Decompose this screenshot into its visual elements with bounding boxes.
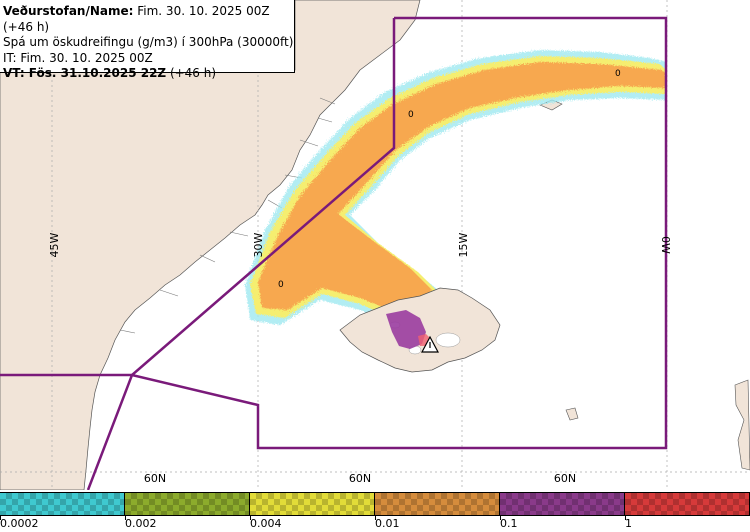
lon-label-0w: 0W [659,236,672,254]
faroe-islands [565,407,579,421]
legend-tick-1 [125,516,126,520]
lat-label-60n-3: 60N [554,472,576,485]
ash-purple-core [386,310,426,349]
issuer-label: Veðurstofan/Name: [3,4,134,18]
warning-triangle-icon [421,335,439,353]
legend-swatch-4 [500,493,625,515]
info-line-3: IT: Fim. 30. 10. 2025 00Z [3,50,153,65]
legend-label-5: 1 [625,517,632,530]
fjord-lines [119,97,336,334]
forecast-info-box: Veðurstofan/Name: Fim. 30. 10. 2025 00Z … [0,0,295,80]
legend-label-3: 0.01 [375,517,400,530]
legend-swatch-5 [625,493,750,515]
greenland-landmass [0,0,421,490]
legend-swatch-0 [0,493,125,515]
legend-tick-2 [250,516,251,520]
contour-label-2: 0 [408,110,414,120]
legend-swatch-1 [125,493,250,515]
norway-coast [734,379,750,471]
legend-label-1: 0.002 [125,517,157,530]
legend-labels: 0.0002 0.002 0.004 0.01 0.1 1 [0,516,750,532]
lon-label-15w: 15W [457,232,470,257]
lon-label-45w: 45W [48,232,61,257]
info-line-2: Spá um öskudreifingu (g/m3) í 300hPa (30… [3,35,294,49]
contour-label-1: 0 [278,280,284,290]
valid-time-label: VT: Fös. 31.10.2025 22Z [3,66,167,80]
legend-tick-4 [500,516,501,520]
legend-label-0: 0.0002 [0,517,39,530]
issue-time: Fim. 30. 10. 2025 00Z (+46 h) [3,4,270,34]
map-canvas: 45W 30W 15W 0W 60N 60N 60N 0 0 0 [0,0,750,490]
legend-swatch-2 [250,493,375,515]
legend-swatch-3 [375,493,500,515]
legend-tick-5 [625,516,626,520]
legend-label-2: 0.004 [250,517,282,530]
legend-label-4: 0.1 [500,517,518,530]
contour-label-3: 0 [615,69,621,79]
fir-boundaries [0,16,668,490]
info-line-4: VT: Fös. 31.10.2025 22Z (+46 h) [3,66,294,82]
lon-label-30w: 30W [252,232,265,257]
legend-bar [0,492,750,516]
legend-tick-0 [0,516,1,520]
lat-label-60n-2: 60N [349,472,371,485]
legend-tick-3 [375,516,376,520]
lat-label-60n-1: 60N [144,472,166,485]
color-legend: 0.0002 0.002 0.004 0.01 0.1 1 [0,490,750,532]
info-line-1: Veðurstofan/Name: Fim. 30. 10. 2025 00Z … [3,4,294,35]
valid-time-offset: (+46 h) [166,66,217,80]
